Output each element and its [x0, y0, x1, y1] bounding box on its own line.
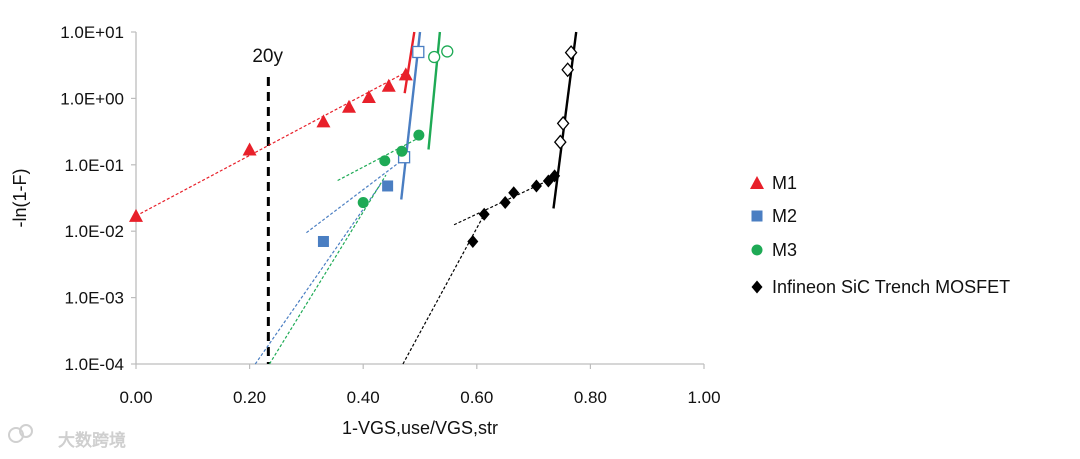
- y-tick-label: 1.0E-01: [64, 156, 124, 175]
- fit-line-dashed: [306, 159, 404, 234]
- data-point: [530, 179, 542, 193]
- data-point: [361, 89, 376, 103]
- fit-line-dashed: [453, 181, 546, 226]
- annotation-20y-label: 20y: [252, 46, 283, 67]
- data-point: [478, 207, 490, 221]
- data-point: [549, 169, 561, 183]
- data-point: [242, 142, 257, 156]
- fit-line-dashed: [337, 136, 421, 182]
- x-tick-label: 0.20: [233, 388, 266, 407]
- data-point-open: [561, 62, 575, 78]
- data-point: [342, 99, 356, 113]
- y-tick-label: 1.0E-04: [64, 355, 124, 374]
- legend-marker: [751, 210, 763, 222]
- data-point-open: [428, 50, 441, 64]
- data-point: [467, 234, 479, 248]
- data-point: [398, 67, 413, 81]
- x-tick-label: 1.00: [687, 388, 720, 407]
- y-tick-label: 1.0E-02: [64, 222, 124, 241]
- x-tick-label: 0.40: [347, 388, 380, 407]
- legend-label: M2: [772, 206, 797, 226]
- data-point: [129, 208, 143, 222]
- x-axis-title: 1-VGS,use/VGS,str: [342, 418, 498, 438]
- data-point: [357, 197, 369, 209]
- fit-line-solid: [400, 31, 422, 200]
- legend-marker: [750, 176, 764, 189]
- data-point: [508, 186, 520, 200]
- fit-line-solid: [403, 31, 416, 94]
- data-point-open: [564, 45, 578, 61]
- data-point: [381, 78, 396, 92]
- data-point: [382, 180, 394, 192]
- data-point: [413, 129, 425, 141]
- data-point: [499, 196, 511, 210]
- legend-marker: [751, 280, 763, 294]
- legend-marker: [751, 244, 763, 256]
- y-axis-title: -ln(1-F): [10, 169, 30, 228]
- watermark-logo: [8, 427, 24, 443]
- data-point-open: [441, 45, 454, 58]
- watermark-logo: [19, 424, 33, 438]
- fit-line-dashed: [135, 70, 409, 217]
- data-point-open: [412, 45, 425, 59]
- x-tick-label: 0.60: [460, 388, 493, 407]
- data-point: [316, 114, 331, 128]
- y-tick-label: 1.0E-03: [64, 289, 124, 308]
- legend-label: M3: [772, 240, 797, 260]
- data-point: [396, 145, 408, 157]
- x-tick-label: 0.80: [574, 388, 607, 407]
- fit-line-solid: [427, 31, 442, 150]
- fit-line-dashed: [254, 184, 381, 365]
- fit-line-dashed: [268, 174, 387, 365]
- fit-line-dashed: [402, 217, 484, 365]
- data-point-open: [553, 134, 567, 150]
- y-tick-label: 1.0E+01: [60, 23, 124, 42]
- data-point: [317, 235, 329, 247]
- legend-label: Infineon SiC Trench MOSFET: [772, 277, 1010, 297]
- legend-label: M1: [772, 173, 797, 193]
- x-tick-label: 0.00: [119, 388, 152, 407]
- data-point: [379, 155, 391, 167]
- y-tick-label: 1.0E+00: [60, 89, 124, 108]
- data-point-open: [556, 115, 570, 131]
- watermark-text: 大数跨境: [58, 430, 126, 451]
